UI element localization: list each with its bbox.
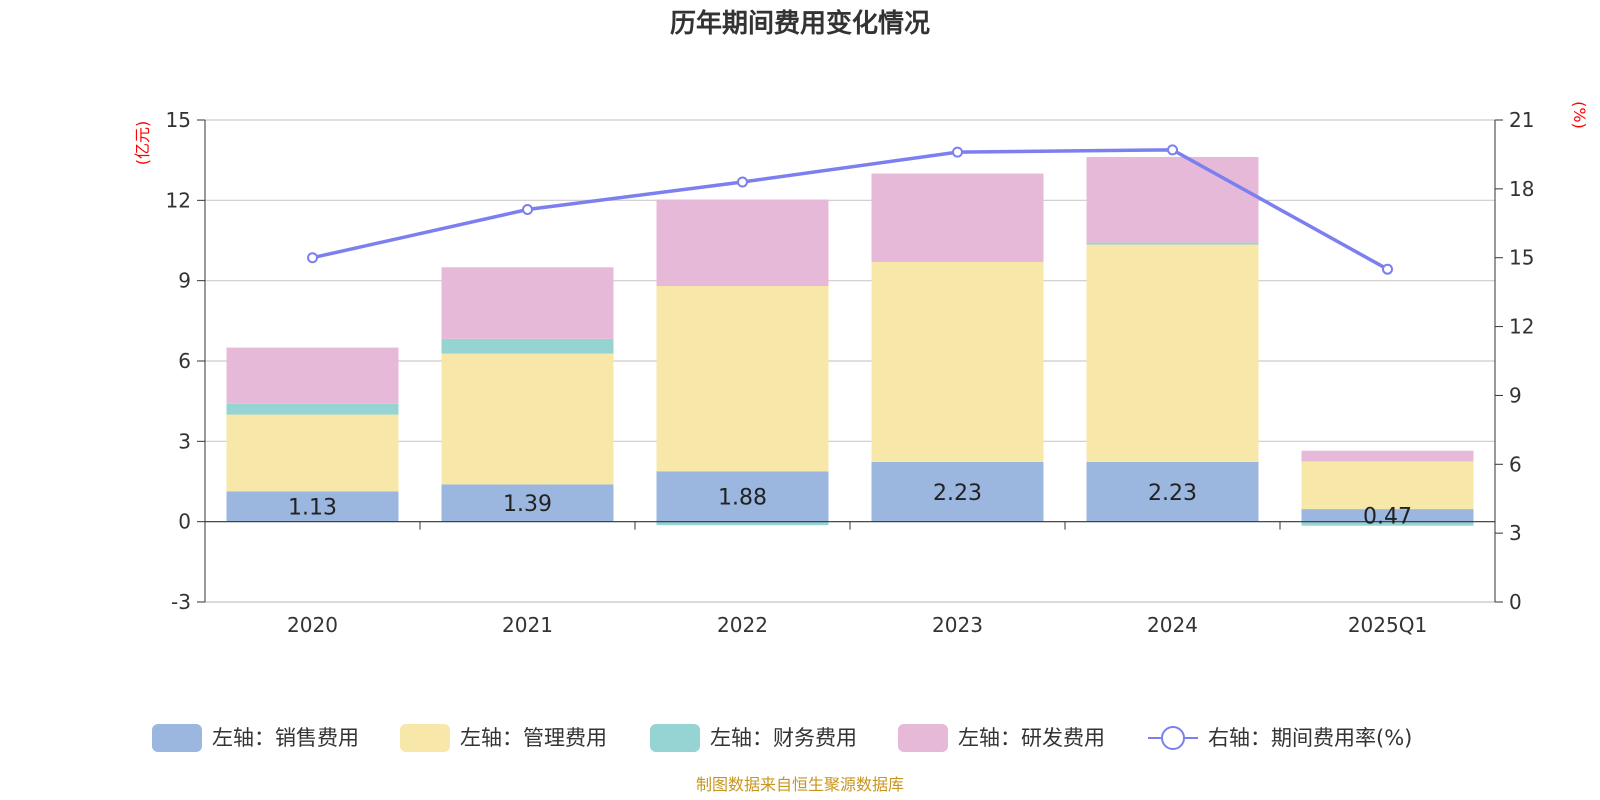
chart-title: 历年期间费用变化情况 bbox=[670, 8, 930, 39]
legend-swatch-admin bbox=[400, 724, 450, 752]
legend-label-sales: 左轴：销售费用 bbox=[212, 726, 359, 750]
gridlines bbox=[205, 119, 1495, 603]
legend-marker-rate bbox=[1161, 726, 1185, 750]
legend-label-finance: 左轴：财务费用 bbox=[710, 726, 857, 750]
bar-rnd-2023 bbox=[871, 173, 1044, 262]
bar-rnd-2021 bbox=[441, 267, 614, 339]
bar-finance-2024 bbox=[1086, 242, 1259, 245]
bar-admin-2020 bbox=[226, 414, 399, 492]
bar-sales-2023 bbox=[871, 461, 1044, 522]
bar-finance-2022 bbox=[656, 521, 829, 526]
right-axis-tick-label: 0 bbox=[1509, 590, 1522, 614]
x-axis-tick-label: 2023 bbox=[932, 613, 983, 637]
bar-admin-2022 bbox=[656, 286, 829, 472]
source-note: 制图数据来自恒生聚源数据库 bbox=[696, 775, 904, 794]
right-axis-tick-label: 21 bbox=[1509, 108, 1534, 132]
bar-finance-2025Q1 bbox=[1301, 521, 1474, 526]
bar-rnd-2024 bbox=[1086, 156, 1259, 243]
right-axis-tick-label: 15 bbox=[1509, 246, 1534, 270]
data-label-sales: 1.13 bbox=[288, 496, 337, 521]
bar-admin-2023 bbox=[871, 261, 1044, 462]
data-label-sales: 2.23 bbox=[933, 481, 982, 506]
data-labels: 1.13 1.39 1.88 2.23 2.23 0.47 bbox=[288, 481, 1412, 530]
rate-line-series bbox=[307, 144, 1393, 275]
bar-sales-2021 bbox=[441, 484, 614, 522]
legend-label-rnd: 左轴：研发费用 bbox=[958, 726, 1105, 750]
right-axis-tick-label: 12 bbox=[1509, 315, 1534, 339]
x-axis-tick-label: 2021 bbox=[502, 613, 553, 637]
left-axis-tick-label: 0 bbox=[178, 510, 191, 534]
left-axis-unit: (亿元) bbox=[133, 121, 152, 166]
bar-series bbox=[226, 156, 1474, 526]
right-axis-tick-label: 18 bbox=[1509, 177, 1534, 201]
legend-label-admin: 左轴：管理费用 bbox=[460, 726, 607, 750]
bar-admin-2024 bbox=[1086, 244, 1259, 462]
rate-point-2022 bbox=[737, 176, 748, 188]
legend-label-rate: 右轴：期间费用率(%) bbox=[1208, 726, 1412, 750]
left-axis-tick-label: 15 bbox=[166, 108, 191, 132]
x-axis-tick-label: 2020 bbox=[287, 613, 338, 637]
bar-rnd-2020 bbox=[226, 347, 399, 404]
bar-sales-2025Q1 bbox=[1301, 509, 1474, 522]
bar-sales-2024 bbox=[1086, 461, 1259, 522]
left-axis-tick-label: 9 bbox=[178, 269, 191, 293]
left-axis-tick-label: 12 bbox=[166, 188, 191, 212]
legend-swatch-sales bbox=[152, 724, 202, 752]
rate-point-2021 bbox=[522, 204, 533, 216]
bar-sales-2022 bbox=[656, 471, 829, 522]
legend: 左轴：销售费用 左轴：管理费用 左轴：财务费用 左轴：研发费用 右轴：期间费用率(%) bbox=[152, 724, 1412, 752]
right-axis-tick-label: 9 bbox=[1509, 383, 1522, 407]
rate-point-2020 bbox=[307, 252, 318, 264]
x-axis-tick-label: 2024 bbox=[1147, 613, 1198, 637]
data-label-sales: 1.39 bbox=[503, 492, 552, 517]
rate-point-2025Q1 bbox=[1382, 263, 1393, 275]
data-label-sales: 1.88 bbox=[718, 485, 767, 510]
legend-swatch-rnd bbox=[898, 724, 948, 752]
left-axis-tick-label: 3 bbox=[178, 429, 191, 453]
x-axis-tick-label: 2022 bbox=[717, 613, 768, 637]
right-axis-tick-label: 6 bbox=[1509, 452, 1522, 476]
rate-line bbox=[312, 148, 1389, 271]
rate-point-2024 bbox=[1167, 144, 1178, 156]
bar-sales-2020 bbox=[226, 491, 399, 522]
left-axis-tick-label: -3 bbox=[171, 590, 191, 614]
bar-admin-2021 bbox=[441, 353, 614, 485]
bar-finance-2020 bbox=[226, 403, 399, 415]
data-label-sales: 2.23 bbox=[1148, 481, 1197, 506]
legend-swatch-finance bbox=[650, 724, 700, 752]
bar-admin-2025Q1 bbox=[1301, 461, 1474, 510]
right-axis-tick-label: 3 bbox=[1509, 521, 1522, 545]
bar-finance-2021 bbox=[441, 338, 614, 354]
right-axis-unit: (%) bbox=[1570, 101, 1589, 129]
x-axis-tick-label: 2025Q1 bbox=[1348, 613, 1427, 637]
rate-point-2023 bbox=[952, 146, 963, 158]
data-label-sales: 0.47 bbox=[1363, 504, 1412, 529]
bar-rnd-2022 bbox=[656, 199, 829, 287]
bar-rnd-2025Q1 bbox=[1301, 450, 1474, 462]
left-axis-tick-label: 6 bbox=[178, 349, 191, 373]
axes: -3 0 3 6 9 12 15 0 3 6 9 12 15 18 21 2020 2021 2022 2023 20… bbox=[166, 108, 1535, 637]
